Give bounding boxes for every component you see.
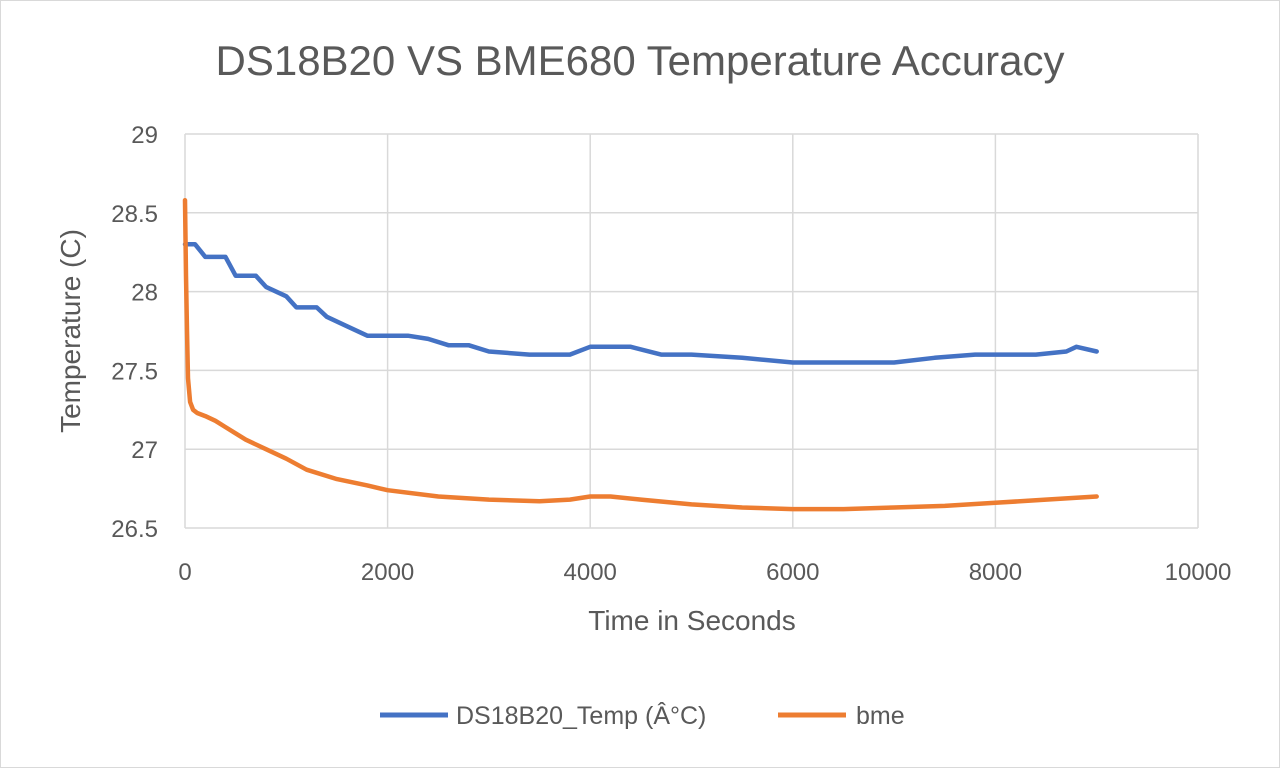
chart-title: DS18B20 VS BME680 Temperature Accuracy bbox=[215, 37, 1064, 84]
x-tick-labels: 0 2000 4000 6000 8000 10000 bbox=[178, 559, 1231, 586]
y-tick-label: 28.5 bbox=[111, 201, 158, 228]
x-tick-label: 8000 bbox=[969, 559, 1022, 586]
y-axis-title: Temperature (C) bbox=[55, 229, 86, 433]
x-axis-title: Time in Seconds bbox=[588, 605, 796, 636]
grid bbox=[184, 133, 1199, 529]
series-line-ds18b20 bbox=[182, 242, 1099, 365]
y-tick-labels: 26.5 27 27.5 28 28.5 29 bbox=[111, 122, 158, 543]
y-tick-label: 28 bbox=[131, 280, 158, 307]
series-line-bme bbox=[182, 197, 1099, 512]
y-tick-label: 29 bbox=[131, 122, 158, 149]
x-tick-label: 10000 bbox=[1165, 559, 1232, 586]
y-tick-label: 27 bbox=[131, 437, 158, 464]
legend-label-ds18b20: DS18B20_Temp (Â°C) bbox=[456, 701, 706, 730]
series-layer bbox=[182, 197, 1099, 512]
y-tick-label: 27.5 bbox=[111, 358, 158, 385]
legend-label-bme: bme bbox=[856, 702, 905, 730]
y-tick-label: 26.5 bbox=[111, 516, 158, 543]
x-tick-label: 0 bbox=[178, 559, 191, 586]
legend: DS18B20_Temp (Â°C) bme bbox=[380, 701, 905, 730]
x-tick-label: 6000 bbox=[766, 559, 819, 586]
x-tick-label: 4000 bbox=[564, 559, 617, 586]
x-tick-label: 2000 bbox=[361, 559, 414, 586]
